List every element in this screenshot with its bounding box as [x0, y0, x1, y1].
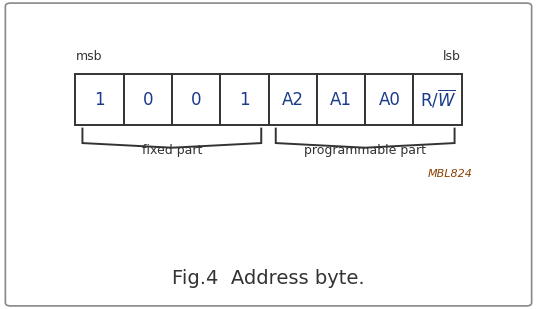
Bar	[365, 74, 413, 125]
Bar	[317, 74, 365, 125]
Text: 1: 1	[239, 91, 250, 109]
Text: A1: A1	[330, 91, 352, 109]
Text: programmable part: programmable part	[304, 144, 426, 157]
Text: MBL824: MBL824	[427, 169, 473, 179]
Bar	[220, 74, 268, 125]
Bar	[75, 74, 124, 125]
Text: lsb: lsb	[443, 50, 461, 63]
Bar	[172, 74, 220, 125]
Text: msb: msb	[76, 50, 103, 63]
Bar	[268, 74, 317, 125]
Text: Fig.4  Address byte.: Fig.4 Address byte.	[172, 269, 365, 288]
Bar	[413, 74, 462, 125]
Text: A0: A0	[379, 91, 400, 109]
Text: R/$\overline{W}$: R/$\overline{W}$	[419, 89, 456, 111]
Text: 0: 0	[142, 91, 153, 109]
FancyBboxPatch shape	[5, 3, 532, 306]
Bar	[124, 74, 172, 125]
Text: fixed part: fixed part	[142, 144, 202, 157]
Text: 1: 1	[94, 91, 105, 109]
Text: A2: A2	[282, 91, 303, 109]
Text: 0: 0	[191, 91, 201, 109]
